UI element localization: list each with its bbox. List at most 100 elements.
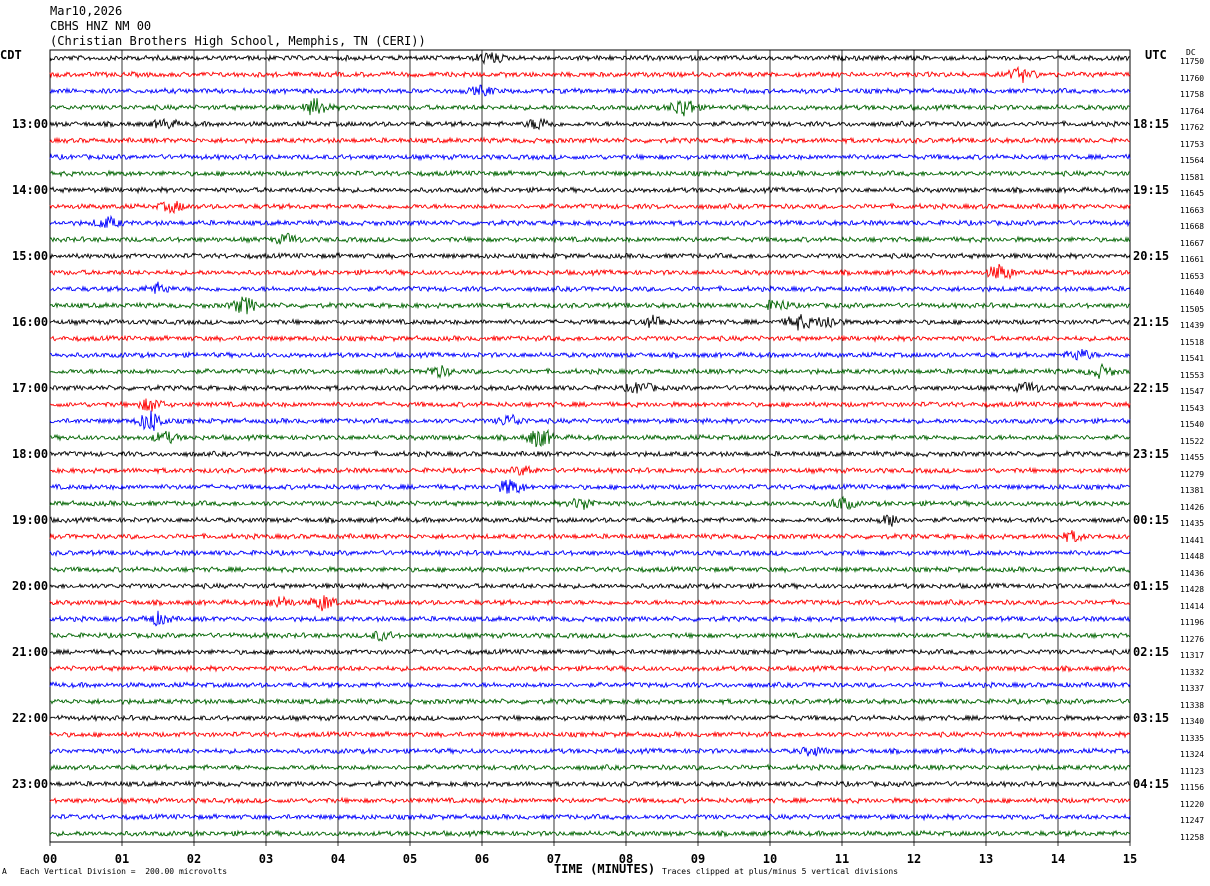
seismic-trace <box>49 549 1131 558</box>
seismic-trace <box>49 812 1131 822</box>
dc-offset-label: 11428 <box>1180 585 1205 594</box>
left-hour-label: 19:00 <box>12 513 49 527</box>
seismic-trace <box>49 281 1131 294</box>
seismic-trace <box>49 65 1131 84</box>
seismic-trace <box>49 200 1131 215</box>
dc-offset-label: 11276 <box>1180 634 1205 644</box>
left-hour-label: 21:00 <box>12 645 49 659</box>
seismic-trace <box>49 514 1131 527</box>
seismic-trace <box>49 136 1131 145</box>
dc-offset-label: 11258 <box>1180 832 1205 842</box>
dc-offset-label: 11764 <box>1180 106 1205 116</box>
x-tick-label: 02 <box>186 852 202 866</box>
dc-offset-label: 11564 <box>1180 156 1205 165</box>
dc-offset-label: 11247 <box>1180 816 1205 825</box>
left-timezone-label: CDT <box>0 48 22 62</box>
seismic-trace <box>49 398 1131 412</box>
seismic-trace <box>49 251 1131 261</box>
x-tick-label: 15 <box>1122 852 1138 866</box>
right-hour-label: 04:15 <box>1133 777 1170 791</box>
seismic-trace <box>49 713 1131 723</box>
seismic-trace <box>49 697 1131 706</box>
seismic-trace <box>49 52 1131 66</box>
x-tick-label: 05 <box>402 852 418 866</box>
dc-offset-label: 11553 <box>1180 370 1205 380</box>
dc-offset-label: 11337 <box>1180 684 1205 693</box>
seismic-trace <box>49 349 1131 361</box>
dc-offset-label: 11522 <box>1180 436 1205 446</box>
dc-offset-label: 11758 <box>1180 90 1205 99</box>
dc-offset-label: 11661 <box>1180 255 1205 264</box>
dc-offset-label: 11279 <box>1180 469 1205 479</box>
seismic-trace <box>50 169 1131 178</box>
right-hour-label: 01:15 <box>1133 579 1170 593</box>
dc-header-label: DC <box>1186 48 1196 57</box>
x-tick-label: 06 <box>474 852 490 866</box>
seismic-trace <box>49 362 1131 380</box>
x-tick-label: 12 <box>906 852 922 866</box>
plot-frame <box>49 49 1131 843</box>
dc-offset-label: 11123 <box>1180 766 1205 776</box>
right-hour-label: 00:15 <box>1133 513 1170 527</box>
seismic-trace <box>49 763 1131 772</box>
right-hour-label: 03:15 <box>1133 711 1170 725</box>
dc-offset-label: 11547 <box>1180 387 1205 396</box>
seismic-trace <box>49 314 1131 331</box>
seismic-trace <box>49 530 1130 543</box>
seismic-trace <box>49 746 1131 757</box>
left-hour-label: 16:00 <box>12 315 49 329</box>
seismic-trace <box>49 214 1131 228</box>
x-tick-label: 13 <box>978 852 994 866</box>
footer-mark: A <box>2 867 7 876</box>
right-timezone-label: UTC <box>1145 48 1167 62</box>
x-tick-label: 00 <box>42 852 58 866</box>
dc-offset-label: 11441 <box>1180 535 1205 545</box>
seismic-trace <box>49 796 1131 805</box>
dc-offset-label: 11332 <box>1180 667 1205 677</box>
left-hour-label: 22:00 <box>12 711 49 725</box>
seismic-trace <box>49 428 1131 448</box>
right-hour-label: 20:15 <box>1133 249 1170 263</box>
left-hour-label: 23:00 <box>12 777 49 791</box>
seismic-trace <box>49 117 1131 131</box>
dc-offset-label: 11435 <box>1180 519 1205 528</box>
footer-scale: Each Vertical Division = 200.00 microvol… <box>20 867 228 876</box>
dc-offset-label: 11448 <box>1180 552 1205 561</box>
left-hour-label: 13:00 <box>12 117 49 131</box>
seismic-trace <box>49 98 1131 117</box>
dc-offset-label: 11324 <box>1180 750 1205 759</box>
dc-offset-label: 11340 <box>1180 717 1205 726</box>
header-station: CBHS HNZ NM 00 <box>50 19 152 33</box>
footer-clip-note: Traces clipped at plus/minus 5 vertical … <box>662 867 899 876</box>
right-hour-label: 18:15 <box>1133 117 1170 131</box>
dc-offset-label: 11335 <box>1180 733 1205 743</box>
dc-offset-label: 11156 <box>1180 783 1205 792</box>
dc-offset-label: 11668 <box>1180 222 1205 231</box>
dc-offset-label: 11663 <box>1180 205 1205 215</box>
x-tick-label: 03 <box>258 852 274 866</box>
dc-offset-label: 11220 <box>1180 799 1205 809</box>
dc-offset-label: 11760 <box>1180 73 1205 83</box>
right-hour-label: 19:15 <box>1133 183 1170 197</box>
dc-offset-label: 11426 <box>1180 502 1205 512</box>
right-hour-label: 21:15 <box>1133 315 1170 329</box>
seismic-trace <box>49 495 1131 511</box>
left-hour-label: 14:00 <box>12 183 49 197</box>
seismic-trace <box>49 664 1131 673</box>
dc-offset-label: 11338 <box>1180 700 1205 710</box>
right-hour-label: 22:15 <box>1133 381 1170 395</box>
seismic-trace <box>49 334 1131 343</box>
dc-offset-label: 11645 <box>1180 189 1205 198</box>
seismic-trace <box>49 84 1131 97</box>
x-tick-label: 01 <box>114 852 130 866</box>
dc-offset-label: 11439 <box>1180 321 1205 330</box>
seismic-trace <box>49 410 1131 431</box>
x-axis-title: TIME (MINUTES) <box>554 862 656 876</box>
dc-offset-label: 11196 <box>1180 618 1205 627</box>
seismic-trace <box>49 449 1131 458</box>
dc-offset-label: 11505 <box>1180 304 1205 314</box>
seismic-trace <box>49 464 1131 476</box>
header-date: Mar10,2026 <box>50 4 123 18</box>
seismic-trace <box>49 263 1131 280</box>
